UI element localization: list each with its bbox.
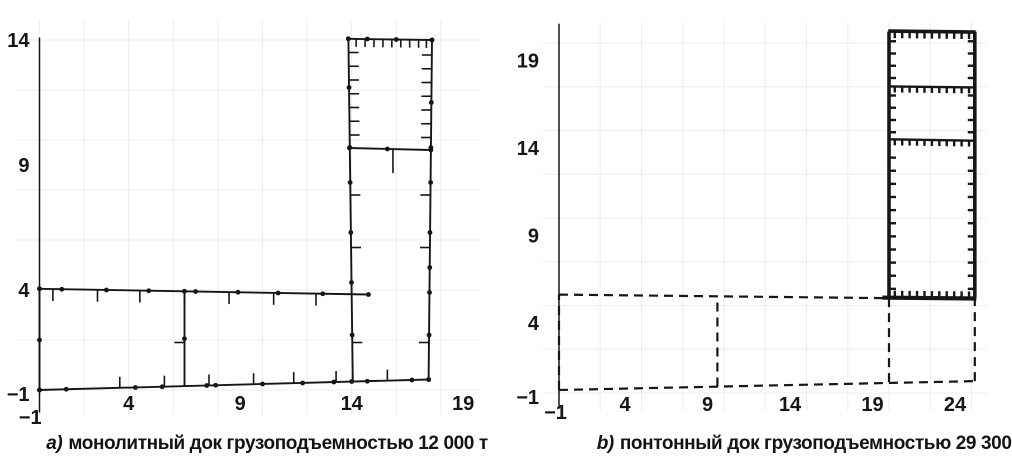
y-tick-label: −1 <box>7 384 30 406</box>
shape-tower-left-wall <box>887 31 896 298</box>
x-tick-label: 19 <box>861 394 883 416</box>
vertex-marker <box>346 85 352 90</box>
vertex-marker <box>428 147 434 153</box>
vertex-marker <box>275 290 281 296</box>
shape-tower-top-deck <box>345 36 435 48</box>
caption-monolithic-dock: а) монолитный док грузоподъемностью 12 00… <box>0 429 520 459</box>
vertex-marker <box>235 289 241 295</box>
vertex-marker <box>104 287 109 293</box>
vertex-marker <box>428 180 434 185</box>
vertex-marker <box>427 265 433 270</box>
shape-tower-mid-deck <box>347 145 434 174</box>
y-tick-label: 4 <box>528 313 540 335</box>
y-tick-label: 4 <box>18 280 30 302</box>
vertex-marker <box>331 379 337 385</box>
x-tick-label: −1 <box>19 407 42 425</box>
vertex-marker <box>182 288 187 294</box>
x-tick-label: 4 <box>619 394 631 416</box>
caption-pontoon-dock: b) понтонный док грузоподъемностью 29 300… <box>506 429 1012 459</box>
x-tick-label: −1 <box>544 402 567 424</box>
gridlines <box>542 22 987 411</box>
plot-monolithic-dock: −1 4 9 14 −1 4 9 14 19 <box>7 20 482 425</box>
vertex-marker <box>426 332 432 338</box>
vertex-marker <box>204 383 210 388</box>
x-tick-label: 14 <box>779 394 802 416</box>
shape-tower-right-wall <box>967 31 977 298</box>
shape-pontoon-bottom <box>37 369 432 393</box>
vertex-marker <box>426 377 432 382</box>
shape-tower-deck-upper <box>889 85 975 94</box>
y-tick-label: 19 <box>517 51 539 73</box>
x-tick-label: 19 <box>452 393 474 415</box>
x-tick-label: 4 <box>123 393 135 415</box>
x-tick-label: 14 <box>341 393 364 415</box>
shape-tower-bottom <box>882 290 977 301</box>
vertex-marker <box>132 385 138 390</box>
plot-pontoon-dock: −1 4 9 14 19 −1 4 9 14 19 24 <box>516 22 987 425</box>
vertex-marker <box>349 280 354 285</box>
shape-tower-left-wall <box>345 36 363 383</box>
gridlines <box>17 20 482 415</box>
shape-pontoon-bulkhead <box>174 291 187 386</box>
shape-tower-right-wall <box>418 37 435 382</box>
vertex-marker <box>159 384 165 390</box>
vertex-marker <box>428 100 434 105</box>
shape-tower-top <box>888 29 976 40</box>
caption-prefix-a: а) <box>46 433 63 454</box>
vertex-marker <box>37 337 42 343</box>
tick-labels: −1 4 9 14 −1 4 9 14 19 <box>7 30 475 425</box>
caption-text-b: понтонный док грузоподъемностью 29 300 т <box>619 433 1012 454</box>
vertex-marker <box>320 291 326 297</box>
shape-pontoon-deck <box>37 286 371 306</box>
x-tick-label: 24 <box>944 394 967 416</box>
vertex-marker <box>384 146 390 152</box>
panel-pontoon-dock: −1 4 9 14 19 −1 4 9 14 19 24 b) понтонный док грузо… <box>506 0 1012 460</box>
vertex-marker <box>213 382 219 388</box>
shape-pontoon-left-wall <box>37 286 42 393</box>
vertex-marker <box>364 378 370 384</box>
caption-text-a: монолитный док грузоподъемностью 12 000 … <box>68 433 488 454</box>
vertex-marker <box>409 377 415 383</box>
y-tick-label: 14 <box>517 138 540 160</box>
vertex-marker <box>427 230 433 235</box>
vertex-marker <box>63 386 69 392</box>
x-tick-label: 9 <box>702 394 713 416</box>
x-tick-label: 9 <box>235 393 246 415</box>
shape-pontoon-outline-top <box>558 293 883 300</box>
tick-labels: −1 4 9 14 19 −1 4 9 14 19 24 <box>516 51 967 425</box>
vertex-marker <box>300 380 306 386</box>
vertex-marker <box>182 336 187 342</box>
vertex-marker <box>59 286 65 292</box>
y-tick-label: −1 <box>516 387 539 409</box>
shape-pontoon-outline-bottom <box>558 380 976 392</box>
vertex-marker <box>364 36 370 42</box>
vertex-marker <box>345 36 351 42</box>
vertex-marker <box>393 37 399 42</box>
vertex-marker <box>193 289 199 294</box>
vertex-marker <box>427 290 432 295</box>
vertex-marker <box>146 288 152 294</box>
vertex-marker <box>366 292 371 297</box>
caption-prefix-b: b) <box>596 433 615 454</box>
panel-monolithic-dock: −1 4 9 14 −1 4 9 14 19 а) монолитный док грузопод… <box>7 20 488 454</box>
vertex-marker <box>349 332 355 338</box>
vertex-marker <box>429 37 435 43</box>
vertex-marker <box>37 387 42 393</box>
vertex-marker <box>37 286 42 292</box>
vertex-marker <box>348 230 354 235</box>
shape-tower-deck-lower <box>889 138 975 147</box>
vertex-marker <box>347 145 352 151</box>
y-tick-label: 9 <box>528 226 539 248</box>
y-tick-label: 14 <box>7 30 30 52</box>
vertex-marker <box>347 180 353 185</box>
vertex-marker <box>260 381 265 387</box>
y-tick-label: 9 <box>18 155 29 177</box>
